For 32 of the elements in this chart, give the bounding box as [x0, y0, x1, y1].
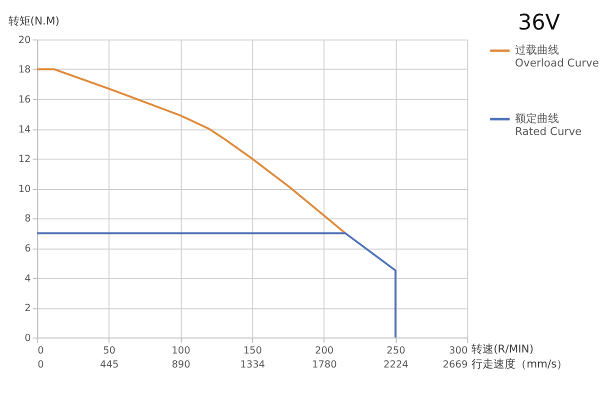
y-tick-label: 8	[24, 214, 31, 225]
x-tick-label: 200	[314, 346, 334, 357]
x2-tick-label: 0	[38, 359, 44, 370]
x2-tick-label: 890	[172, 359, 190, 370]
x-tick-label: 150	[243, 346, 262, 357]
y-tick-label: 6	[24, 244, 31, 255]
x2-tick-label: 2669	[442, 359, 468, 370]
x2-tick-label: 2224	[384, 359, 408, 370]
y-axis-title: 转矩(N.M)	[8, 14, 60, 28]
x-tick-label: 100	[172, 346, 190, 357]
x-tick-label: 250	[386, 346, 406, 357]
y-tick-label: 2	[24, 303, 31, 314]
y-tick-label: 10	[18, 184, 31, 195]
x-axis-title: 转速(R/MIN)	[472, 342, 534, 356]
y-tick-label: 4	[24, 273, 31, 284]
line-series	[36, 68, 346, 234]
x2-tick-label: 445	[100, 359, 119, 370]
legend-label: 额定曲线 Rated Curve	[515, 112, 582, 138]
y-tick-label: 16	[18, 94, 31, 106]
text: 36V	[518, 10, 560, 36]
y-tick-label: 12	[18, 154, 31, 166]
y-tick-label: 0	[24, 332, 31, 344]
x2-tick-label: 1334	[240, 359, 265, 370]
x2-axis-title: 行走速度（mm/s）	[472, 357, 568, 370]
legend-label: 过载曲线 Overload Curve	[515, 44, 600, 70]
y-tick-label: 14	[18, 124, 31, 136]
y-tick-label: 20	[18, 34, 31, 46]
x-tick-label: 50	[103, 346, 116, 357]
x2-tick-label: 1780	[312, 359, 337, 370]
x-tick-label: 300	[449, 346, 468, 357]
x-tick-label: 0	[38, 346, 44, 357]
y-tick-label: 18	[18, 64, 31, 76]
